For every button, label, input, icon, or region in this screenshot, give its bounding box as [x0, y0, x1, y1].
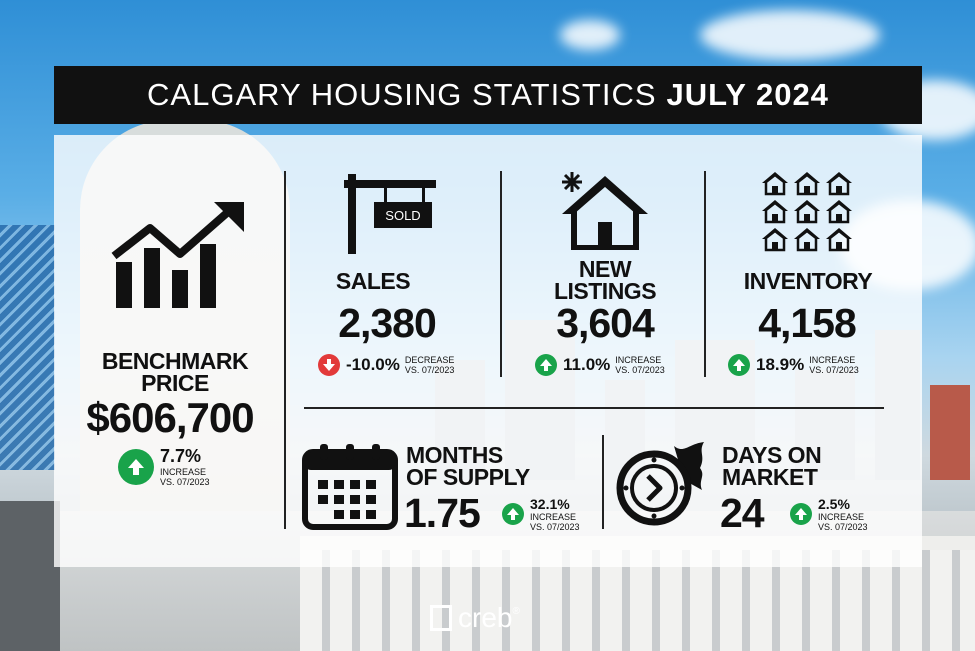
sales-note1: DECREASE	[404, 355, 455, 365]
creb-logo-icon	[430, 605, 452, 631]
divider	[304, 407, 884, 409]
divider	[602, 435, 604, 529]
creb-logo-text: creb	[458, 602, 513, 633]
glass-tower	[0, 225, 55, 470]
creb-logo: creb ®	[430, 602, 520, 634]
benchmark-label: BENCHMARK PRICE	[70, 348, 280, 396]
days-market-label: DAYS ON MARKET	[722, 442, 872, 490]
months-supply-label2: OF SUPPLY	[406, 464, 530, 490]
months-supply-note1: INCREASE	[530, 512, 577, 522]
arrow-up-icon	[728, 354, 750, 376]
inventory-pct: 18.9%	[756, 355, 805, 374]
months-supply-label: MONTHS OF SUPPLY	[406, 442, 566, 490]
benchmark-label-line2: PRICE	[141, 370, 209, 396]
benchmark-change: 7.7% INCREASE VS. 07/2023	[118, 446, 210, 487]
inventory-value: 4,158	[758, 300, 857, 346]
months-supply-change: 32.1% INCREASE VS. 07/2023	[502, 496, 580, 532]
days-market-change: 2.5% INCREASE VS. 07/2023	[790, 496, 868, 532]
fast-clock-icon	[616, 442, 704, 526]
calendar-icon	[302, 444, 398, 530]
months-supply-label1: MONTHS	[406, 442, 503, 468]
stats-panel	[54, 135, 922, 567]
sales-value: 2,380	[338, 300, 437, 346]
arrow-up-icon	[502, 503, 524, 525]
new-listings-label: NEW LISTINGS	[525, 256, 685, 304]
title-text: CALGARY HOUSING STATISTICS	[147, 77, 657, 112]
new-listings-note1: INCREASE	[615, 355, 662, 365]
title-banner: CALGARY HOUSING STATISTICS JULY 2024	[54, 66, 922, 124]
new-listings-label2: LISTINGS	[553, 278, 657, 304]
inventory-label: INVENTORY	[743, 268, 873, 294]
arrow-up-icon	[535, 354, 557, 376]
days-market-note1: INCREASE	[818, 512, 865, 522]
arrow-up-icon	[790, 503, 812, 525]
new-listings-note: INCREASE VS. 07/2023	[615, 355, 665, 375]
new-house-icon	[562, 172, 648, 250]
new-listings-note2: VS. 07/2023	[615, 365, 665, 375]
benchmark-note2: VS. 07/2023	[160, 477, 210, 487]
months-supply-change-text: 32.1% INCREASE VS. 07/2023	[530, 496, 580, 532]
benchmark-note1: INCREASE	[160, 467, 207, 477]
days-market-note2: VS. 07/2023	[818, 522, 868, 532]
sales-note2: VS. 07/2023	[404, 365, 455, 375]
houses-grid-icon	[762, 172, 854, 252]
divider	[284, 171, 286, 529]
divider	[500, 171, 502, 377]
benchmark-pct: 7.7%	[160, 446, 202, 466]
inventory-note2: VS. 07/2023	[809, 365, 859, 375]
benchmark-value: $606,700	[86, 394, 254, 441]
days-market-value: 24	[720, 490, 765, 536]
days-market-change-text: 2.5% INCREASE VS. 07/2023	[818, 496, 868, 532]
days-market-label1: DAYS ON	[722, 442, 822, 468]
sales-note: DECREASE VS. 07/2023	[405, 355, 455, 375]
months-supply-pct: 32.1%	[530, 496, 570, 512]
benchmark-label-line1: BENCHMARK	[101, 348, 249, 374]
trending-up-chart-icon	[111, 202, 244, 308]
new-listings-pct: 11.0%	[563, 355, 611, 374]
inventory-note1: INCREASE	[809, 355, 856, 365]
new-listings-label1: NEW	[578, 256, 632, 282]
arrow-up-icon	[118, 448, 154, 485]
inventory-note: INCREASE VS. 07/2023	[809, 355, 859, 375]
months-supply-note2: VS. 07/2023	[530, 522, 580, 532]
sales-pct: -10.0%	[346, 355, 400, 374]
benchmark-change-text: 7.7% INCREASE VS. 07/2023	[160, 446, 210, 487]
days-market-label2: MARKET	[722, 464, 818, 490]
divider	[704, 171, 706, 377]
new-listings-change: 11.0% INCREASE VS. 07/2023	[535, 354, 665, 376]
inventory-change: 18.9% INCREASE VS. 07/2023	[728, 354, 859, 376]
sold-sign-text: SOLD	[385, 208, 420, 223]
arrow-down-icon	[318, 354, 340, 376]
sold-sign-icon: SOLD	[344, 174, 436, 254]
trademark: ®	[512, 606, 520, 617]
days-market-pct: 2.5%	[818, 496, 850, 512]
new-listings-value: 3,604	[556, 300, 655, 346]
road	[0, 501, 60, 651]
months-supply-value: 1.75	[404, 490, 481, 536]
title-date: JULY 2024	[666, 77, 829, 112]
sales-label: SALES	[335, 268, 411, 294]
sales-change: -10.0% DECREASE VS. 07/2023	[318, 354, 454, 376]
